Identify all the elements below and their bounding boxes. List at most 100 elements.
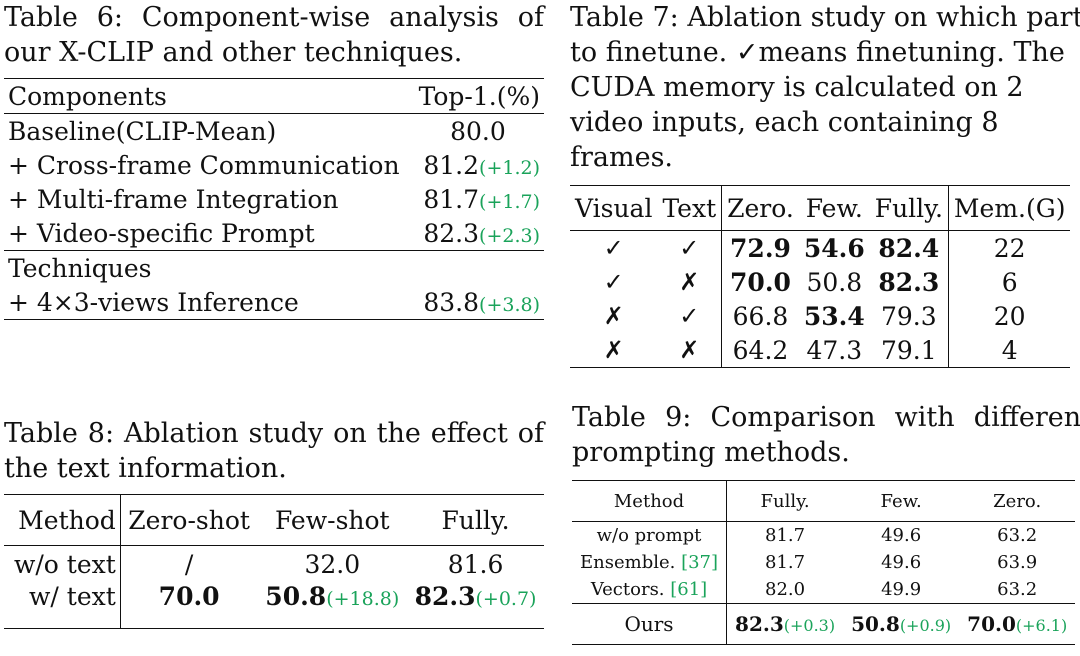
cell-zero: 70.0(+6.1) [959, 604, 1075, 645]
cell-zero: 64.2 [721, 333, 799, 368]
check-icon: ✓ [679, 234, 700, 262]
row-value: 81.7(+1.7) [412, 182, 544, 216]
delta: (+6.1) [1015, 616, 1068, 635]
cross-icon: ✗ [679, 336, 700, 364]
method-name: Ensemble. [580, 552, 682, 573]
cell-zero: 66.8 [721, 299, 799, 333]
value: 82.3 [414, 582, 476, 611]
value: 82.3 [735, 612, 784, 636]
cell-fully: 79.1 [880, 335, 937, 365]
cell-few: 49.9 [881, 579, 922, 600]
table-7: Table 7: Ablation study on which part to… [570, 0, 1080, 368]
delta: (+18.8) [326, 588, 400, 610]
cell-fully: 79.3 [880, 301, 937, 331]
row-label: + Video-specific Prompt [8, 218, 315, 248]
cell-few: 49.6 [881, 552, 922, 573]
cell-few: 47.3 [806, 335, 863, 365]
header-method: Method [572, 480, 728, 522]
cell-few: 54.6 [803, 233, 865, 263]
value: 81.6 [447, 549, 504, 579]
cross-icon: ✗ [603, 336, 624, 364]
row-label: + Multi-frame Integration [8, 184, 339, 214]
value: 50.8 [265, 582, 327, 611]
row-value: 83.8(+3.8) [412, 285, 544, 320]
value: 83.8 [423, 287, 480, 317]
cell-zero: 70.0 [721, 265, 799, 299]
value: 82.3 [423, 218, 480, 248]
header-few: Few. [880, 490, 922, 512]
header-fully: Fully. [874, 193, 943, 223]
value: 70.0 [967, 612, 1016, 636]
table-row: + Cross-frame Communication 81.2(+1.2) [4, 148, 544, 182]
table-7-body: Visual Text Zero. Few. Fully. Mem.(G) ✓ … [570, 185, 1071, 368]
table-row: + Video-specific Prompt 82.3(+2.3) [4, 216, 544, 251]
check-icon: ✓ [679, 302, 700, 330]
table-row: ✓ ✗ 70.0 50.8 82.3 6 [570, 265, 1071, 299]
table-8: Table 8: Ablation study on the effect of… [4, 416, 544, 629]
table-9-body: Method Fully. Few. Zero. w/o prompt 81.7… [572, 480, 1076, 645]
delta: (+0.7) [475, 588, 537, 610]
header-zero: Zero. [721, 185, 799, 231]
cell-zero-shot: / [184, 549, 194, 579]
cell-mem: 4 [947, 333, 1071, 368]
header-few-shot: Few-shot [274, 505, 390, 535]
value: 81.7 [423, 184, 480, 214]
table-row: w/o text / 32.0 81.6 [4, 545, 544, 583]
table-7-header-row: Visual Text Zero. Few. Fully. Mem.(G) [570, 185, 1071, 231]
table-6-caption: Table 6: Component-wise analysis of our … [4, 2, 544, 68]
cell-few-shot: 32.0 [257, 546, 407, 583]
cell-method: Vectors. [61] [572, 576, 728, 604]
table-row: Ensemble. [37] 81.7 49.6 63.9 [572, 549, 1075, 576]
table-9-caption: Table 9: Comparison with different promp… [572, 402, 1080, 468]
cell-few-shot: 50.8(+18.8) [257, 582, 407, 628]
table-9-header-row: Method Fully. Few. Zero. [572, 480, 1076, 522]
cell-method: Ours [572, 603, 728, 645]
check-icon: ✓ [603, 234, 624, 262]
cell-method: w/o text [4, 545, 121, 582]
cell-few: 53.4 [803, 301, 865, 331]
table-row: + 4×3-views Inference 83.8(+3.8) [4, 285, 544, 320]
delta: (+2.3) [479, 224, 540, 247]
table-row: ✗ ✓ 66.8 53.4 79.3 20 [570, 299, 1071, 333]
table-6-group-title-row: Techniques [4, 250, 544, 286]
cell-mem: 6 [947, 265, 1071, 299]
header-fully: Fully. [441, 505, 510, 535]
table-row: Baseline(CLIP-Mean) 80.0 [4, 113, 544, 149]
table-row: ✓ ✓ 72.9 54.6 82.4 22 [570, 230, 1071, 265]
citation[interactable]: [61] [670, 579, 708, 600]
header-zero: Zero. [993, 490, 1042, 512]
cell-fully: 81.7 [765, 525, 806, 546]
cell-mem: 20 [947, 299, 1071, 333]
header-fully: Fully. [760, 490, 810, 512]
table-8-caption: Table 8: Ablation study on the effect of… [4, 418, 544, 484]
table-6-header-row: Components Top-1.(%) [4, 78, 544, 114]
table-9: Table 9: Comparison with different promp… [572, 400, 1080, 645]
value: 80.0 [450, 116, 506, 146]
cell-fully: 82.0 [765, 579, 806, 600]
cell-zero: 72.9 [721, 230, 799, 265]
cross-icon: ✗ [679, 268, 700, 296]
header-mem: Mem.(G) [947, 185, 1071, 231]
row-value: 81.2(+1.2) [412, 148, 544, 182]
header-few: Few. [805, 193, 863, 223]
row-label: + Cross-frame Communication [8, 150, 400, 180]
cell-fully: 82.3(+0.7) [407, 582, 544, 628]
value: 32.0 [304, 549, 361, 579]
cell-method: Ensemble. [37] [572, 549, 728, 576]
header-visual: Visual [575, 193, 653, 223]
table-6-body: Components Top-1.(%) Baseline(CLIP-Mean)… [4, 78, 544, 320]
cell-zero: 63.2 [997, 525, 1038, 546]
cell-zero-shot: 70.0 [158, 582, 220, 611]
row-value: 82.3(+2.3) [412, 216, 544, 251]
table-row: w/ text 70.0 50.8(+18.8) 82.3(+0.7) [4, 582, 544, 628]
table-6-header-top1: Top-1.(%) [418, 81, 540, 111]
delta: (+0.9) [899, 616, 952, 635]
cell-method: w/o prompt [572, 521, 728, 549]
method-name: Vectors. [590, 579, 671, 600]
citation[interactable]: [37] [681, 552, 719, 573]
cell-zero: 63.2 [997, 579, 1038, 600]
cross-icon: ✗ [603, 302, 624, 330]
value: 50.8 [851, 612, 900, 636]
cell-mem: 22 [947, 230, 1071, 265]
table-8-body: Method Zero-shot Few-shot Fully. w/o tex… [4, 494, 544, 629]
